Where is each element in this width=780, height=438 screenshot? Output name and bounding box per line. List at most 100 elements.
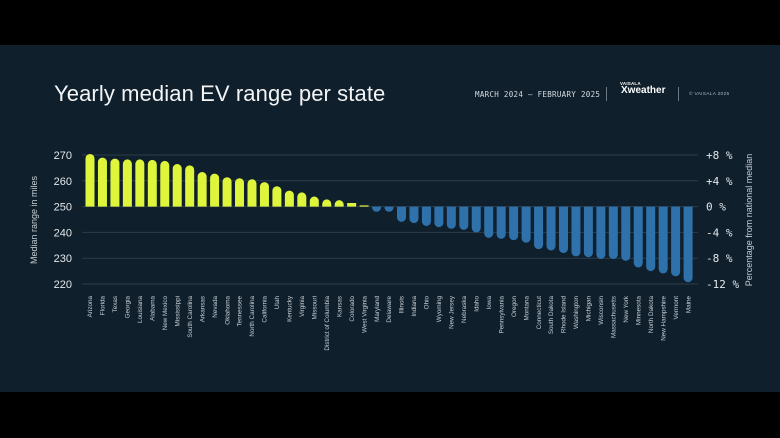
- y-tick-label: 240: [54, 227, 72, 239]
- bar-new-jersey: [446, 206, 456, 229]
- x-tick-label: Maine: [685, 296, 692, 314]
- bar-nebraska: [459, 206, 469, 230]
- x-tick-label: Alabama: [150, 296, 157, 321]
- x-tick-label: Nevada: [212, 296, 219, 318]
- logo-text: Xweather: [621, 85, 666, 96]
- x-tick-label: Nebraska: [461, 296, 468, 323]
- x-tick-label: Maryland: [374, 296, 381, 322]
- x-tick-label: Texas: [112, 296, 119, 312]
- y2-tick-label: -4 %: [706, 226, 733, 239]
- chart-title: Yearly median EV range per state: [54, 81, 386, 106]
- x-tick-label: Mississippi: [174, 296, 181, 326]
- x-tick-label: Wyoming: [436, 296, 443, 323]
- x-tick-label: Montana: [523, 296, 530, 321]
- bar-south-carolina: [185, 165, 195, 207]
- bar-kansas: [334, 200, 344, 207]
- x-tick-label: Illinois: [399, 296, 406, 314]
- y-tick-label: 250: [54, 202, 72, 214]
- bar-north-dakota: [646, 206, 656, 272]
- x-tick-label: Kansas: [336, 296, 343, 317]
- bar-north-carolina: [247, 179, 257, 207]
- bar-mississippi: [172, 164, 182, 207]
- x-tick-label: California: [262, 296, 269, 323]
- bar-massachusetts: [608, 206, 618, 259]
- y2-tick-label: -12 %: [706, 278, 739, 291]
- x-tick-label: Iowa: [486, 296, 493, 310]
- x-tick-label: Missouri: [311, 296, 318, 319]
- x-tick-label: New Mexico: [162, 296, 169, 331]
- bar-california: [259, 182, 269, 207]
- x-tick-label: North Dakota: [648, 296, 655, 334]
- x-tick-label: New Hampshire: [660, 296, 667, 341]
- bar-oregon: [509, 206, 519, 241]
- bar-kentucky: [284, 190, 294, 207]
- y-tick-label: 270: [54, 150, 72, 162]
- bar-arizona: [85, 153, 95, 207]
- bar-idaho: [471, 206, 481, 233]
- y2-tick-label: +4 %: [706, 175, 733, 188]
- bar-iowa: [484, 206, 494, 238]
- divider: [678, 87, 679, 101]
- x-tick-label: New York: [623, 295, 630, 322]
- x-tick-label: South Dakota: [548, 296, 555, 335]
- x-tick-label: Utah: [274, 296, 281, 310]
- bar-maryland: [372, 206, 382, 212]
- copyright: © VAISALA 2025: [689, 92, 730, 97]
- x-tick-label: Pennsylvania: [498, 296, 505, 334]
- x-tick-label: Minnesota: [635, 296, 642, 326]
- x-tick-label: New Jersey: [449, 295, 456, 329]
- bar-new-york: [621, 206, 631, 261]
- x-tick-label: Florida: [100, 296, 107, 316]
- y2-tick-label: 0 %: [706, 201, 726, 214]
- x-tick-label: Virginia: [299, 296, 306, 317]
- y2-tick-label: -8 %: [706, 252, 733, 265]
- bar-washington: [571, 206, 581, 257]
- x-tick-label: North Carolina: [249, 296, 256, 337]
- x-tick-label: Connecticut: [536, 296, 543, 330]
- bar-louisiana: [135, 159, 145, 207]
- vaisala-logo-text: VAISALA: [620, 81, 641, 86]
- x-tick-label: Tennessee: [237, 296, 244, 327]
- x-tick-label: Massachusetts: [611, 296, 618, 338]
- x-tick-label: Kentucky: [287, 295, 294, 322]
- y-tick-label: 260: [54, 176, 72, 188]
- bar-missouri: [309, 196, 319, 207]
- x-tick-label: Ohio: [424, 296, 431, 310]
- bar-west-virginia: [359, 205, 369, 207]
- x-tick-label: Vermont: [673, 296, 680, 320]
- bar-vermont: [671, 206, 681, 277]
- x-tick-label: Louisiana: [137, 296, 144, 323]
- bar-new-hampshire: [658, 206, 668, 274]
- y2-axis-label: Percentage from national median: [744, 154, 754, 287]
- bar-rhode-island: [558, 206, 568, 254]
- xweather-logo: VAISALA Xweather: [620, 81, 666, 96]
- x-tick-label: Idaho: [473, 296, 480, 312]
- bar-minnesota: [633, 206, 643, 268]
- bar-wisconsin: [596, 206, 606, 259]
- y-axis-label: Median range in miles: [29, 175, 39, 264]
- x-tick-label: Washington: [573, 296, 580, 330]
- x-tick-label: Arizona: [87, 296, 94, 318]
- bar-georgia: [122, 159, 132, 207]
- bar-michigan: [583, 206, 593, 258]
- bar-arkansas: [197, 172, 207, 207]
- bar-new-mexico: [160, 160, 170, 207]
- bar-district-of-columbia: [322, 199, 332, 207]
- x-tick-label: West Virginia: [361, 296, 368, 333]
- bar-pennsylvania: [496, 206, 506, 239]
- x-tick-label: Colorado: [349, 296, 356, 322]
- y-tick-label: 220: [54, 279, 72, 291]
- x-tick-label: South Carolina: [187, 296, 194, 338]
- bar-colorado: [347, 202, 357, 207]
- bar-nevada: [210, 173, 220, 207]
- bar-connecticut: [534, 206, 544, 250]
- x-tick-label: District of Columbia: [324, 296, 331, 351]
- bar-wyoming: [434, 206, 444, 228]
- bar-florida: [97, 157, 107, 207]
- x-tick-label: Michigan: [586, 296, 593, 322]
- bar-tennessee: [235, 178, 245, 207]
- divider: [606, 87, 607, 101]
- bar-ohio: [421, 206, 431, 226]
- bar-texas: [110, 158, 120, 207]
